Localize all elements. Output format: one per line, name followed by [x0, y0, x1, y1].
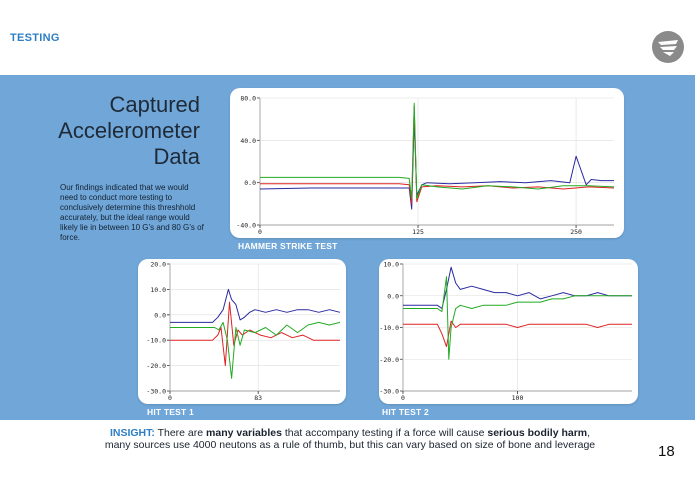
- series-line-blue: [170, 288, 341, 323]
- hit-test-2-chart-title: HIT TEST 2: [382, 407, 429, 417]
- insight-lead: INSIGHT:: [109, 427, 155, 439]
- title-line: Captured: [109, 92, 200, 117]
- hammer-strike-chart-card: 80.0 40.0 0.0 -40.0 0 125 250: [230, 88, 624, 238]
- x-tick-label: 0: [168, 394, 172, 402]
- y-tick-label: 20.0: [150, 261, 166, 269]
- page-number: 18: [658, 443, 675, 460]
- hit-test-2-chart: 10.0 0.0 -10.0 -20.0 -30.00 100: [379, 261, 632, 402]
- insight-text: ,: [587, 427, 591, 439]
- hit-test-2-chart-card: 10.0 0.0 -10.0 -20.0 -30.0 0 100: [379, 259, 638, 404]
- x-tick-label: 250: [570, 228, 582, 236]
- y-tick-label: -20.0: [379, 356, 399, 364]
- page-title: Captured Accelerometer Data: [30, 92, 200, 170]
- y-tick-label: -30.0: [379, 388, 399, 396]
- title-line: Accelerometer: [58, 118, 200, 143]
- hit-test-1-chart-card: 20.0 10.0 0.0 -10.0 -20.0 -30.0 0 83: [138, 259, 346, 404]
- y-tick-label: -10.0: [146, 337, 166, 345]
- y-tick-label: 10.0: [383, 261, 399, 269]
- insight-line-1: INSIGHT: There are many variables that a…: [60, 427, 640, 439]
- x-tick-label: 83: [254, 394, 262, 402]
- y-tick-label: 0.0: [244, 179, 256, 187]
- insight-emphasis: serious bodily harm: [487, 427, 588, 439]
- x-tick-label: 125: [412, 228, 424, 236]
- y-tick-label: -40.0: [236, 222, 256, 230]
- series-line-green: [260, 102, 615, 199]
- insight-text: There are: [154, 427, 207, 439]
- x-tick-label: 0: [401, 394, 405, 402]
- y-tick-label: 0.0: [387, 292, 399, 300]
- series-line-green: [170, 321, 341, 379]
- series-line-red: [170, 301, 340, 367]
- insight-line-2: many sources use 4000 neutons as a rule …: [104, 439, 596, 451]
- swoosh-logo-icon: [652, 31, 684, 63]
- y-tick-label: -30.0: [146, 388, 166, 396]
- y-tick-label: -10.0: [379, 324, 399, 332]
- hammer-strike-chart-title: HAMMER STRIKE TEST: [238, 241, 338, 251]
- hit-test-1-chart-title: HIT TEST 1: [147, 407, 194, 417]
- series-line-red: [260, 106, 615, 205]
- hit-test-1-chart: 20.0 10.0 0.0 -10.0 -20.0 -30.00 83: [146, 261, 341, 402]
- section-label: TESTING: [10, 32, 60, 44]
- y-tick-label: -20.0: [146, 362, 166, 370]
- series-line-blue: [403, 266, 632, 309]
- series-line-green: [403, 276, 632, 360]
- insight-callout: INSIGHT: There are many variables that a…: [60, 427, 640, 451]
- title-line: Data: [153, 144, 200, 169]
- x-tick-label: 100: [512, 394, 524, 402]
- series-line-red: [403, 320, 632, 348]
- insight-text: that accompany testing if a force will c…: [281, 427, 488, 439]
- y-tick-label: 0.0: [154, 311, 166, 319]
- findings-paragraph: Our findings indicated that we would nee…: [60, 183, 204, 242]
- hammer-strike-chart: 80.0 40.0 0.0 -40.00 125 250: [236, 95, 615, 236]
- y-tick-label: 80.0: [240, 95, 256, 103]
- insight-emphasis: many variables: [206, 427, 282, 439]
- y-tick-label: 10.0: [150, 286, 166, 294]
- y-tick-label: 40.0: [240, 137, 256, 145]
- x-tick-label: 0: [258, 228, 262, 236]
- series-line-blue: [259, 118, 614, 210]
